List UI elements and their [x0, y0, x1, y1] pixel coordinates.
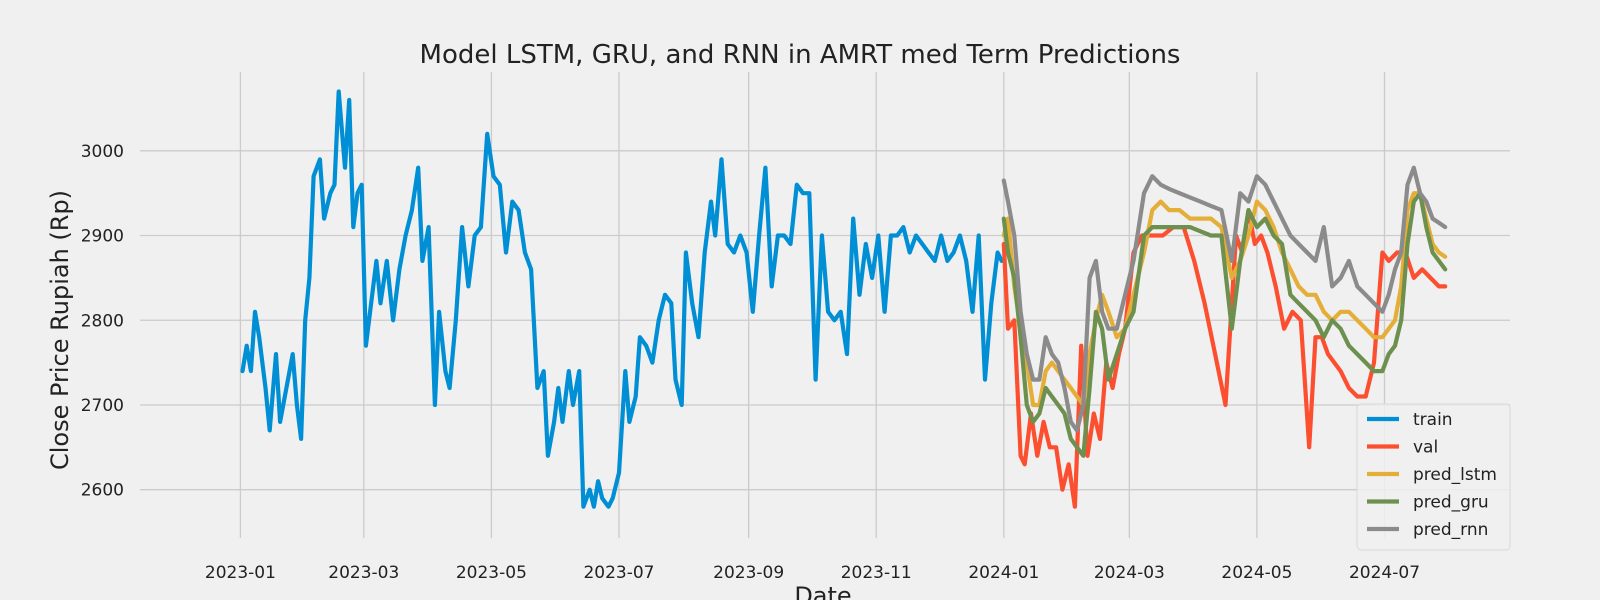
y-tick-label: 2900 [81, 227, 124, 247]
x-tick-label: 2024-03 [1094, 563, 1165, 583]
x-tick-label: 2023-09 [713, 563, 784, 583]
chart-title: Model LSTM, GRU, and RNN in AMRT med Ter… [420, 40, 1181, 70]
y-tick-label: 3000 [81, 142, 124, 162]
x-tick-label: 2024-01 [968, 563, 1039, 583]
y-tick-label: 2600 [81, 481, 124, 501]
x-tick-label: 2023-05 [456, 563, 527, 583]
series-line-train [240, 89, 1004, 509]
x-tick-label: 2023-11 [841, 563, 912, 583]
x-tick-label: 2024-07 [1349, 563, 1420, 583]
series-line-val [1001, 208, 1448, 509]
legend-label: pred_gru [1413, 493, 1489, 513]
x-tick-label: 2023-01 [205, 563, 276, 583]
x-axis-label: Date [794, 582, 851, 600]
series-line-pred-rnn [1001, 165, 1448, 433]
y-tick-label: 2700 [81, 396, 124, 416]
legend-label: pred_lstm [1413, 465, 1497, 485]
legend-label: train [1413, 410, 1453, 430]
series-layer [240, 89, 1448, 509]
x-tick-label: 2023-03 [328, 563, 399, 583]
legend-box [1356, 403, 1511, 551]
legend: train val pred_lstm pred_gru pred_rnn [1356, 403, 1511, 551]
tick-labels: 2023-01 2023-03 2023-05 2023-07 2023-09 2023-… [81, 142, 1420, 583]
legend-label: pred_rnn [1413, 520, 1488, 540]
y-tick-label: 2800 [81, 311, 124, 331]
legend-label: val [1413, 438, 1438, 458]
x-tick-label: 2024-05 [1221, 563, 1292, 583]
series-line-pred-gru [1001, 191, 1448, 458]
y-axis-label: Close Price Rupiah (Rp) [46, 190, 74, 470]
x-tick-label: 2023-07 [583, 563, 654, 583]
